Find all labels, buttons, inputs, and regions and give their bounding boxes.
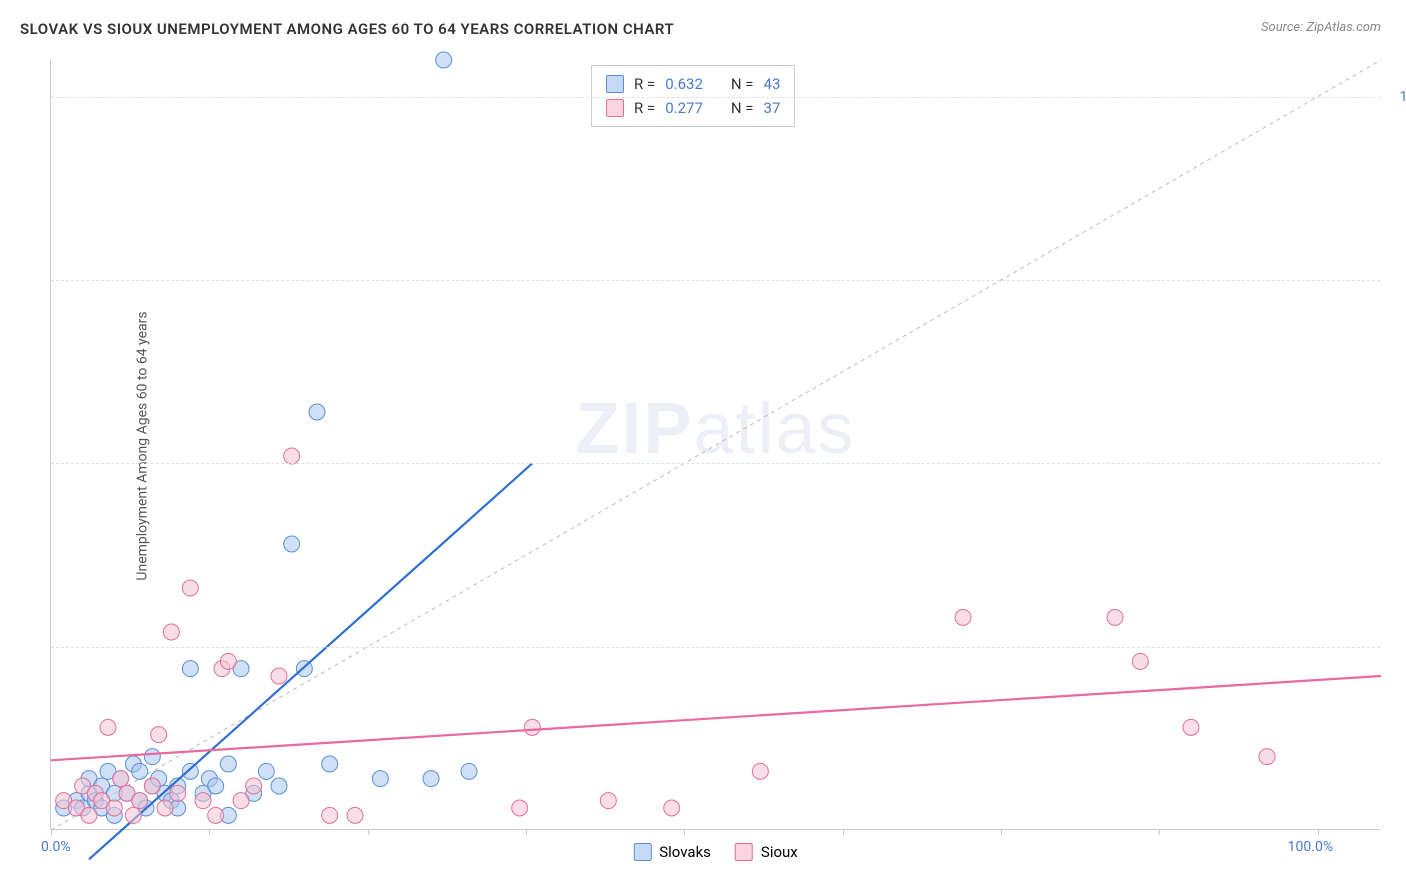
scatter-plot-svg xyxy=(51,60,1380,829)
scatter-point xyxy=(100,719,116,735)
x-tick xyxy=(209,829,210,835)
slovaks-swatch xyxy=(606,75,624,93)
scatter-point xyxy=(372,771,388,787)
scatter-point xyxy=(151,727,167,743)
bottom-legend: Slovaks Sioux xyxy=(633,843,798,861)
scatter-point xyxy=(524,719,540,735)
scatter-point xyxy=(144,778,160,794)
scatter-point xyxy=(600,793,616,809)
x-tick-label-max: 100.0% xyxy=(1288,839,1333,855)
slovaks-legend-label: Slovaks xyxy=(659,843,711,861)
scatter-point xyxy=(220,756,236,772)
scatter-point xyxy=(220,653,236,669)
r-label: R = xyxy=(634,72,655,96)
slovaks-n-value: 43 xyxy=(764,72,781,96)
scatter-point xyxy=(1132,653,1148,669)
scatter-point xyxy=(955,609,971,625)
n-label: N = xyxy=(731,72,754,96)
scatter-point xyxy=(113,771,129,787)
scatter-point xyxy=(512,800,528,816)
scatter-point xyxy=(322,756,338,772)
scatter-point xyxy=(258,763,274,779)
sioux-swatch xyxy=(606,99,624,117)
stats-row-sioux: R = 0.277 N = 37 xyxy=(606,96,780,120)
scatter-point xyxy=(347,807,363,823)
grid-line xyxy=(51,647,1380,648)
y-tick-label: 100.0% xyxy=(1400,89,1406,105)
scatter-point xyxy=(163,624,179,640)
legend-item-sioux: Sioux xyxy=(735,843,798,861)
scatter-point xyxy=(233,793,249,809)
slovaks-r-value: 0.632 xyxy=(665,72,703,96)
scatter-point xyxy=(664,800,680,816)
scatter-point xyxy=(195,793,211,809)
scatter-point xyxy=(182,763,198,779)
scatter-point xyxy=(132,793,148,809)
grid-line xyxy=(51,97,1380,98)
scatter-point xyxy=(182,580,198,596)
scatter-point xyxy=(157,800,173,816)
scatter-point xyxy=(436,52,452,68)
sioux-legend-label: Sioux xyxy=(761,843,798,861)
scatter-point xyxy=(1107,609,1123,625)
trend-line xyxy=(89,463,532,859)
grid-line xyxy=(51,463,1380,464)
x-tick-label-min: 0.0% xyxy=(41,839,71,855)
scatter-point xyxy=(106,800,122,816)
x-tick xyxy=(684,829,685,835)
sioux-n-value: 37 xyxy=(764,96,781,120)
scatter-point xyxy=(271,668,287,684)
scatter-point xyxy=(170,785,186,801)
scatter-point xyxy=(208,778,224,794)
x-tick xyxy=(526,829,527,835)
scatter-point xyxy=(271,778,287,794)
sioux-r-value: 0.277 xyxy=(665,96,703,120)
scatter-point xyxy=(461,763,477,779)
x-tick xyxy=(1159,829,1160,835)
n-label: N = xyxy=(731,96,754,120)
scatter-point xyxy=(246,778,262,794)
stats-row-slovaks: R = 0.632 N = 43 xyxy=(606,72,780,96)
x-tick xyxy=(1318,829,1319,835)
scatter-point xyxy=(284,536,300,552)
scatter-point xyxy=(125,807,141,823)
x-tick xyxy=(51,829,52,835)
x-tick xyxy=(368,829,369,835)
x-tick xyxy=(843,829,844,835)
grid-line xyxy=(51,280,1380,281)
r-label: R = xyxy=(634,96,655,120)
scatter-point xyxy=(1259,749,1275,765)
scatter-point xyxy=(1183,719,1199,735)
scatter-point xyxy=(752,763,768,779)
x-tick xyxy=(1001,829,1002,835)
legend-item-slovaks: Slovaks xyxy=(633,843,711,861)
scatter-point xyxy=(309,404,325,420)
scatter-point xyxy=(423,771,439,787)
scatter-point xyxy=(182,661,198,677)
chart-title: SLOVAK VS SIOUX UNEMPLOYMENT AMONG AGES … xyxy=(20,20,674,38)
scatter-point xyxy=(284,448,300,464)
plot-area: ZIPatlas R = 0.632 N = 43 R = 0.277 N = … xyxy=(50,60,1380,830)
sioux-swatch-icon xyxy=(735,843,753,861)
source-attribution: Source: ZipAtlas.com xyxy=(1261,20,1381,35)
trend-line xyxy=(51,676,1381,760)
scatter-point xyxy=(81,807,97,823)
scatter-point xyxy=(132,763,148,779)
slovaks-swatch-icon xyxy=(633,843,651,861)
scatter-point xyxy=(144,749,160,765)
scatter-point xyxy=(208,807,224,823)
scatter-point xyxy=(322,807,338,823)
